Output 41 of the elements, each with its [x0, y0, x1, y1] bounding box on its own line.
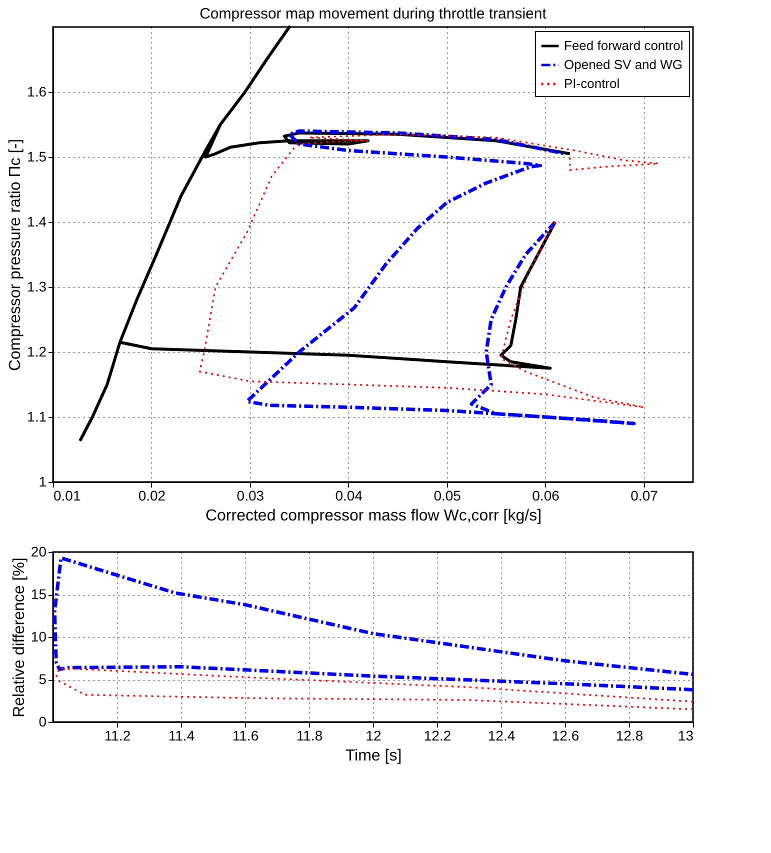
legend-label: Feed forward control [564, 38, 684, 53]
x-axis-title: Corrected compressor mass flow Wc,corr [kg/s] [205, 508, 542, 524]
y-tick-label: 15 [30, 586, 47, 602]
x-tick-label: 0.02 [138, 488, 166, 504]
y-tick-label: 1.1 [27, 408, 47, 424]
x-tick-label: 12.6 [552, 728, 580, 744]
x-tick-label: 12.4 [488, 728, 516, 744]
y-tick-label: 1.2 [27, 344, 47, 360]
x-tick-label: 12 [366, 728, 382, 744]
line-series [245, 129, 636, 426]
x-tick-label: 0.07 [630, 488, 658, 504]
y-tick-label: 20 [30, 544, 47, 560]
x-tick-label: 11.8 [296, 728, 323, 744]
x-tick-label: 0.03 [236, 488, 264, 504]
legend-label: PI-control [564, 76, 620, 91]
x-axis-title: Time [s] [345, 748, 402, 764]
x-tick-label: 0.05 [434, 488, 462, 504]
x-tick-label: 12.8 [616, 728, 644, 744]
x-tick-label: 0.01 [54, 488, 81, 504]
x-tick-label: 0.06 [532, 488, 560, 504]
y-tick-label: 1 [38, 474, 47, 490]
y-tick-label: 1.4 [27, 214, 47, 230]
y-tick-label: 1.5 [27, 148, 47, 164]
legend-label: Opened SV and WG [564, 57, 683, 72]
y-tick-label: 0 [38, 714, 47, 730]
x-tick-label: 12.2 [424, 728, 452, 744]
line-series [52, 556, 695, 692]
y-tick-label: 1.6 [27, 84, 47, 100]
y-tick-label: 5 [38, 671, 47, 687]
line-series [55, 668, 694, 710]
x-tick-label: 0.04 [335, 488, 363, 504]
line-series [198, 133, 660, 408]
y-axis-title: Compressor pressure ratio Πc [-] [7, 138, 24, 372]
x-tick-label: 11.2 [104, 728, 131, 744]
x-tick-label: 13 [678, 728, 694, 744]
x-tick-label: 11.6 [232, 728, 259, 744]
y-tick-label: 10 [30, 628, 47, 644]
x-tick-label: 11.4 [168, 728, 195, 744]
y-tick-label: 1.3 [27, 278, 47, 294]
chart-title: Compressor map movement during throttle transient [200, 6, 548, 22]
y-axis-title: Relative difference [%] [10, 558, 28, 718]
